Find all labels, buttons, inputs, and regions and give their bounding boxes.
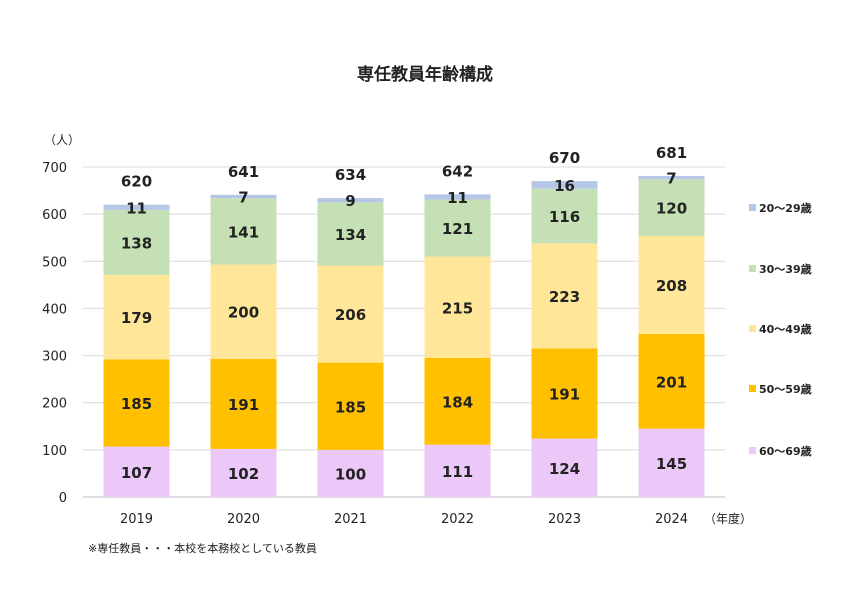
legend-label: 20～29歳 — [759, 201, 812, 215]
bar-segment — [638, 235, 705, 334]
bar-segment — [424, 199, 491, 257]
legend-label: 50～59歳 — [759, 382, 812, 396]
bar-segment — [424, 444, 491, 497]
bar-segment — [531, 181, 598, 189]
total-label: 641 — [228, 163, 259, 181]
data-label: 134 — [335, 226, 366, 244]
data-label: 185 — [335, 398, 366, 416]
bar-segment — [103, 204, 170, 210]
data-label: 120 — [656, 200, 687, 218]
data-label: 16 — [554, 177, 575, 195]
y-tick-label: 500 — [42, 255, 67, 270]
data-label: 121 — [442, 220, 473, 238]
data-label: 124 — [549, 460, 580, 478]
x-axis-label: （年度） — [704, 511, 752, 526]
data-label: 206 — [335, 306, 366, 324]
bar-segment — [424, 256, 491, 358]
data-label: 7 — [238, 188, 248, 206]
data-label: 208 — [656, 277, 687, 295]
data-label: 102 — [228, 465, 259, 483]
bar-segment — [531, 243, 598, 349]
y-tick-label: 100 — [42, 444, 67, 459]
data-label: 185 — [121, 395, 152, 413]
data-label: 9 — [345, 192, 355, 210]
bar-segment — [317, 362, 384, 450]
data-label: 145 — [656, 455, 687, 473]
bar-segment — [531, 188, 598, 244]
data-label: 215 — [442, 299, 473, 317]
data-label: 141 — [228, 223, 259, 241]
legend-label: 30～39歳 — [759, 262, 812, 276]
y-tick-label: 700 — [42, 161, 67, 176]
bar-segment — [210, 358, 277, 449]
bar-segment — [638, 333, 705, 429]
bar-segment — [638, 179, 705, 236]
bar-segment — [210, 264, 277, 359]
bar-segment — [424, 194, 491, 200]
legend-swatch — [749, 204, 756, 211]
bar-segment — [103, 359, 170, 447]
data-label: 100 — [335, 465, 366, 483]
legend-label: 40～49歳 — [759, 322, 812, 336]
x-tick-label: 2023 — [548, 512, 581, 527]
y-tick-label: 200 — [42, 397, 67, 412]
data-label: 179 — [121, 309, 152, 327]
bar-segment — [317, 449, 384, 497]
bar-segment — [103, 446, 170, 497]
x-tick-label: 2021 — [334, 512, 367, 527]
data-label: 111 — [442, 463, 473, 481]
bar-segment — [210, 198, 277, 265]
bar-segment — [638, 175, 705, 180]
legend-swatch — [749, 325, 756, 332]
data-label: 11 — [447, 189, 468, 207]
data-label: 191 — [549, 386, 580, 404]
bar-segment — [317, 198, 384, 203]
data-label: 116 — [549, 208, 580, 226]
x-tick-label: 2020 — [227, 512, 260, 527]
bar-segment — [638, 428, 705, 497]
legend-swatch — [749, 265, 756, 272]
y-axis-label: （人） — [44, 133, 80, 147]
data-label: 200 — [228, 304, 259, 322]
data-label: 184 — [442, 393, 473, 411]
total-label: 642 — [442, 162, 473, 180]
x-tick-label: 2024 — [655, 512, 688, 527]
x-tick-label: 2022 — [441, 512, 474, 527]
data-label: 223 — [549, 288, 580, 306]
data-label: 201 — [656, 373, 687, 391]
y-tick-label: 300 — [42, 350, 67, 365]
x-tick-label: 2019 — [120, 512, 153, 527]
total-label: 681 — [656, 144, 687, 162]
bar-segment — [210, 448, 277, 497]
bar-segment — [317, 265, 384, 363]
bar-segment — [317, 202, 384, 266]
legend-swatch — [749, 385, 756, 392]
chart-title: 専任教員年齢構成 — [357, 64, 493, 85]
footnote: ※専任教員・・・本校を本務校としている教員 — [88, 541, 317, 555]
y-tick-label: 600 — [42, 208, 67, 223]
y-tick-label: 0 — [59, 491, 67, 506]
data-label: 7 — [666, 170, 676, 188]
total-label: 620 — [121, 173, 152, 191]
total-label: 670 — [549, 149, 580, 167]
bar-segment — [531, 348, 598, 439]
bar-segment — [103, 274, 170, 360]
data-label: 11 — [126, 199, 147, 217]
data-label: 107 — [121, 464, 152, 482]
bar-segment — [210, 194, 277, 199]
legend-label: 60～69歳 — [759, 444, 812, 458]
data-label: 138 — [121, 234, 152, 252]
total-label: 634 — [335, 166, 366, 184]
data-label: 191 — [228, 396, 259, 414]
bar-segment — [424, 357, 491, 445]
legend-swatch — [749, 447, 756, 454]
bar-segment — [103, 209, 170, 275]
y-tick-label: 400 — [42, 302, 67, 317]
bar-segment — [531, 438, 598, 497]
